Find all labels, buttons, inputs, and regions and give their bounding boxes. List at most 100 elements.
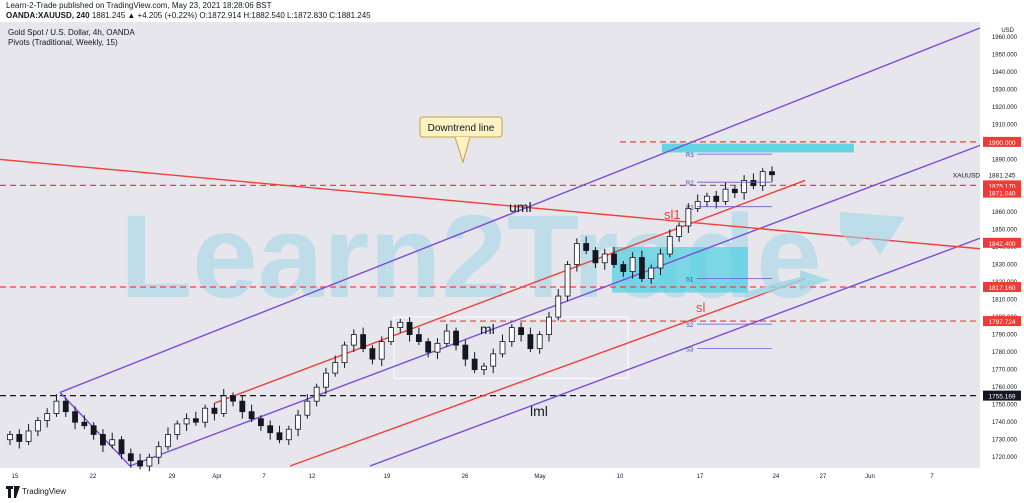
chart-area[interactable]: Learn2Trade R3 R2 R1 S1 S2 S3 Downtrend line u… xyxy=(0,22,1024,483)
y-tick-label: 1950.000 xyxy=(992,52,1018,58)
candle-body xyxy=(137,460,143,467)
price-label: 1881.245 xyxy=(988,173,1015,180)
price-label: 1871.040 xyxy=(988,191,1015,198)
candle-body xyxy=(100,434,106,446)
candle-body xyxy=(731,188,738,194)
y-tick-label: 1720.000 xyxy=(992,455,1018,461)
candle-body xyxy=(471,358,478,371)
candle-body xyxy=(341,344,348,364)
upper-trend-channel[interactable] xyxy=(214,179,806,404)
candle-body xyxy=(527,334,534,350)
x-tick-label: May xyxy=(534,474,545,480)
symbol-label: OANDA:XAUUSD, 240 xyxy=(6,11,90,20)
x-tick-label: 7 xyxy=(930,474,934,480)
y-tick-label: 1860.000 xyxy=(992,210,1018,216)
lower-trend-channel[interactable] xyxy=(289,277,806,467)
candle-body xyxy=(769,171,775,176)
candle-body xyxy=(666,236,673,255)
candle-body xyxy=(127,453,134,462)
y-tick-label: 1770.000 xyxy=(992,368,1018,374)
pivot-label: S3 xyxy=(686,348,694,354)
candle-body xyxy=(192,418,199,423)
candle-body xyxy=(434,342,441,353)
candle-body xyxy=(332,362,339,374)
candle-body xyxy=(285,428,292,441)
x-tick-label: 12 xyxy=(309,474,316,480)
candle-body xyxy=(573,243,580,265)
candle-body xyxy=(7,434,13,441)
candle-body xyxy=(443,330,450,344)
candle-body xyxy=(620,264,627,272)
price-label-bg xyxy=(983,169,1021,180)
candle-body xyxy=(220,395,227,414)
candle-body xyxy=(555,295,562,318)
current-symbol-label: XAUUSD xyxy=(953,173,980,180)
x-tick-label: 29 xyxy=(169,474,176,480)
x-tick-label: Jun xyxy=(865,474,875,480)
x-tick-label: 17 xyxy=(697,474,704,480)
candle-body xyxy=(174,423,181,435)
candle-body xyxy=(676,225,682,237)
candle-body xyxy=(704,195,710,202)
y-tick-label: 1960.000 xyxy=(992,35,1018,41)
candle-body xyxy=(165,434,171,448)
y-tick-label: 1730.000 xyxy=(992,438,1018,444)
candle-body xyxy=(90,425,97,435)
candle-body xyxy=(694,201,701,209)
candle-body xyxy=(16,434,23,442)
candle-body xyxy=(508,327,515,343)
candle-body xyxy=(629,257,636,272)
y-tick-label: 1910.000 xyxy=(992,122,1018,128)
candle-body xyxy=(518,327,524,336)
candle-body xyxy=(53,400,60,414)
candle-body xyxy=(592,250,599,264)
candle-body xyxy=(685,208,692,227)
candle-body xyxy=(639,257,645,279)
candle-body xyxy=(155,446,162,458)
y-tick-label: 1780.000 xyxy=(992,350,1018,356)
candle-body xyxy=(583,243,590,251)
price-label: 1900.000 xyxy=(988,140,1015,147)
candle-body xyxy=(750,180,757,187)
candle-body xyxy=(202,407,209,423)
lower-median-line[interactable] xyxy=(369,237,981,467)
publisher-text: Learn-2-Trade published on TradingView.c… xyxy=(6,1,272,10)
candle-body xyxy=(258,418,264,427)
y-tick-label: 1750.000 xyxy=(992,403,1018,409)
candle-body xyxy=(481,365,487,371)
watermark-arrow-icon xyxy=(840,212,905,255)
candle-body xyxy=(304,400,311,416)
candle-body xyxy=(369,348,376,360)
candle-body xyxy=(276,432,283,441)
candle-body xyxy=(230,395,236,402)
y-axis-unit: USD xyxy=(1001,28,1014,34)
median-line[interactable] xyxy=(129,144,981,467)
downtrend-line[interactable] xyxy=(0,158,981,250)
y-tick-label: 1850.000 xyxy=(992,227,1018,233)
price-label: 1797.724 xyxy=(988,319,1015,326)
range-box xyxy=(393,316,629,379)
candle-body xyxy=(453,330,459,346)
y-tick-label: 1740.000 xyxy=(992,420,1018,426)
x-tick-label: 26 xyxy=(462,474,469,480)
x-tick-label: 19 xyxy=(384,474,391,480)
candle-body xyxy=(146,456,153,467)
symbol-info: OANDA:XAUUSD, 240 1881.245 ▲ +4.205 (+0.… xyxy=(6,11,371,20)
x-tick-label: 22 xyxy=(90,474,97,480)
candle-body xyxy=(211,407,218,414)
candle-body xyxy=(546,316,552,335)
price-label: 1842.400 xyxy=(988,241,1015,248)
legend-indicator: Pivots (Traditional, Weekly, 15) xyxy=(8,38,118,47)
price-label-bg xyxy=(983,187,1021,198)
candle-body xyxy=(611,253,617,265)
candle-body xyxy=(564,264,571,297)
pivot-label: S2 xyxy=(686,323,694,329)
candle-body xyxy=(81,421,88,427)
candle-body xyxy=(415,334,422,343)
candle-body xyxy=(462,344,469,360)
upper-median-line[interactable] xyxy=(59,27,981,394)
price-label-bg xyxy=(983,282,1021,293)
callout-text: Downtrend line xyxy=(428,123,495,134)
pivot-label: R2 xyxy=(686,181,694,187)
